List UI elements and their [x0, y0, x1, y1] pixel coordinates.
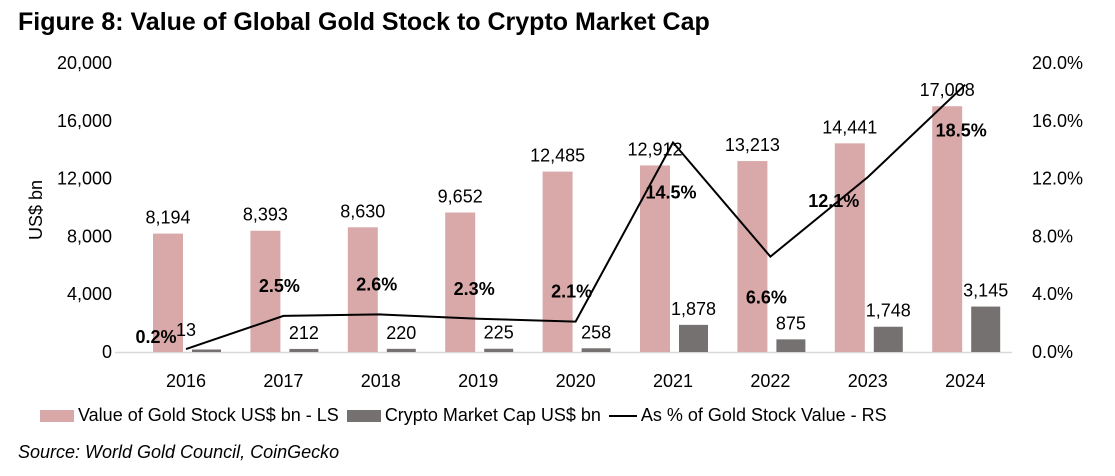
gold-bar — [445, 212, 476, 352]
x-tick-label: 2021 — [653, 371, 693, 391]
pct-value-label: 2.5% — [259, 276, 300, 296]
crypto-bar — [971, 306, 1001, 352]
gold-bars — [153, 106, 963, 352]
x-tick-label: 2024 — [945, 371, 985, 391]
gold-bar — [834, 143, 865, 352]
x-tick-label: 2018 — [361, 371, 401, 391]
y-tick-right: 16.0% — [1032, 111, 1083, 131]
pct-value-label: 12.1% — [808, 191, 859, 211]
crypto-bar — [484, 348, 514, 352]
y-tick-left: 12,000 — [57, 169, 112, 189]
pct-value-label: 2.6% — [356, 274, 397, 294]
crypto-value-label: 13 — [176, 320, 196, 340]
gold-bar — [347, 227, 378, 352]
gold-value-label: 9,652 — [438, 187, 483, 207]
x-tick-label: 2019 — [458, 371, 498, 391]
gold-value-label: 8,194 — [145, 208, 190, 228]
legend-item-gold: Value of Gold Stock US$ bn - LS — [40, 405, 339, 426]
gold-bar — [932, 106, 963, 352]
y-axis-right: 0.0% 4.0% 8.0% 12.0% 16.0% 20.0% — [1032, 53, 1083, 362]
gold-bar — [640, 165, 670, 352]
legend-label-gold: Value of Gold Stock US$ bn - LS — [78, 405, 339, 425]
gold-bar — [250, 230, 281, 352]
legend-item-crypto: Crypto Market Cap US$ bn — [346, 405, 601, 426]
crypto-bar — [192, 349, 221, 352]
crypto-bar — [873, 326, 903, 352]
gold-bar — [542, 171, 573, 352]
pct-value-label: 2.3% — [454, 279, 495, 299]
pct-value-label: 14.5% — [645, 182, 696, 202]
chart-title: Figure 8: Value of Global Gold Stock to … — [18, 8, 710, 36]
y-tick-left: 0 — [102, 342, 112, 362]
crypto-bar — [679, 324, 708, 352]
crypto-value-label: 225 — [484, 323, 514, 343]
y-tick-left: 4,000 — [67, 284, 112, 304]
crypto-bar — [289, 348, 319, 352]
x-tick-label: 2022 — [750, 371, 790, 391]
crypto-value-label: 258 — [581, 322, 611, 342]
gold-value-label: 8,630 — [340, 201, 385, 221]
y-tick-right: 20.0% — [1032, 53, 1083, 73]
legend-label-crypto: Crypto Market Cap US$ bn — [384, 405, 601, 425]
gold-value-label: 8,393 — [243, 205, 288, 225]
y-axis-title: US$ bn — [26, 180, 46, 240]
gold-bar — [737, 161, 768, 352]
pct-line — [185, 83, 966, 351]
crypto-bar — [386, 348, 416, 352]
y-axis-left: 0 4,000 8,000 12,000 16,000 20,000 — [57, 53, 112, 362]
gold-bar — [153, 233, 183, 352]
pct-value-label: 18.5% — [936, 121, 987, 141]
data-labels: 8,194 13 8,393 212 8,630 220 9,652 225 12,485 258… — [135, 80, 1008, 347]
gold-value-label: 14,441 — [822, 117, 877, 137]
y-tick-right: 4.0% — [1032, 284, 1073, 304]
y-tick-right: 0.0% — [1032, 342, 1073, 362]
crypto-value-label: 212 — [289, 323, 319, 343]
legend-swatch-crypto — [346, 409, 381, 422]
crypto-value-label: 1,878 — [671, 299, 716, 319]
legend-label-pct: As % of Gold Stock Value - RS — [640, 405, 887, 425]
gold-value-label: 13,213 — [725, 135, 780, 155]
x-axis-ticks: 2016 2017 2018 2019 2020 2021 2022 2023 2024 — [166, 371, 985, 391]
y-tick-left: 20,000 — [57, 53, 112, 73]
y-tick-left: 16,000 — [57, 111, 112, 131]
crypto-bars — [192, 306, 1001, 352]
pct-value-label: 2.1% — [551, 282, 592, 302]
crypto-bar — [776, 339, 806, 352]
crypto-value-label: 3,145 — [963, 281, 1008, 301]
x-tick-label: 2023 — [848, 371, 888, 391]
y-tick-right: 8.0% — [1032, 226, 1073, 246]
gold-value-label: 12,485 — [530, 146, 585, 166]
pct-value-label: 6.6% — [746, 288, 787, 308]
legend: Value of Gold Stock US$ bn - LS Crypto M… — [40, 405, 895, 426]
x-tick-label: 2016 — [166, 371, 206, 391]
gold-value-label: 12,912 — [627, 139, 682, 159]
crypto-value-label: 220 — [386, 323, 416, 343]
gold-value-label: 17,008 — [920, 80, 975, 100]
source-note: Source: World Gold Council, CoinGecko — [18, 442, 340, 462]
crypto-value-label: 1,748 — [866, 301, 911, 321]
x-tick-label: 2020 — [556, 371, 596, 391]
pct-line-series — [185, 83, 966, 351]
chart: 0 4,000 8,000 12,000 16,000 20,000 0.0% 4.0% 8.… — [26, 53, 1083, 391]
legend-swatch-line — [608, 414, 637, 417]
crypto-bar — [581, 348, 611, 352]
x-tick-label: 2017 — [263, 371, 303, 391]
y-tick-left: 8,000 — [67, 226, 112, 246]
legend-swatch-gold — [40, 409, 74, 422]
y-tick-right: 12.0% — [1032, 169, 1083, 189]
pct-value-label: 0.2% — [135, 327, 176, 347]
legend-item-pct: As % of Gold Stock Value - RS — [608, 405, 887, 426]
crypto-value-label: 875 — [776, 313, 806, 333]
